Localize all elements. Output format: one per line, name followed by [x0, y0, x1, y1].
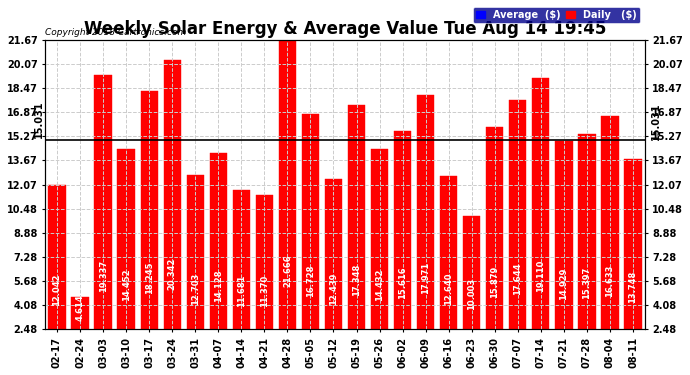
- Text: 16.633: 16.633: [606, 265, 615, 297]
- Text: Copyright 2018 Cartronics.com: Copyright 2018 Cartronics.com: [46, 28, 187, 37]
- Text: 14.452: 14.452: [121, 268, 130, 301]
- Bar: [325, 179, 342, 329]
- Text: 19.337: 19.337: [99, 260, 108, 292]
- Text: 17.644: 17.644: [513, 262, 522, 295]
- Bar: [371, 149, 388, 329]
- Bar: [440, 176, 457, 329]
- Title: Weekly Solar Energy & Average Value Tue Aug 14 19:45: Weekly Solar Energy & Average Value Tue …: [83, 20, 607, 38]
- Bar: [210, 153, 227, 329]
- Text: 13.748: 13.748: [629, 270, 638, 303]
- Legend: Average  ($), Daily   ($): Average ($), Daily ($): [473, 7, 640, 22]
- Text: 14.128: 14.128: [214, 269, 223, 302]
- Text: 17.971: 17.971: [421, 262, 430, 294]
- Bar: [348, 105, 365, 329]
- Bar: [509, 100, 526, 329]
- Bar: [164, 60, 181, 329]
- Text: 14.929: 14.929: [560, 268, 569, 300]
- Bar: [555, 141, 573, 329]
- Bar: [624, 159, 642, 329]
- Text: 15.031: 15.031: [651, 102, 660, 140]
- Bar: [186, 175, 204, 329]
- Text: 15.616: 15.616: [398, 266, 407, 299]
- Bar: [117, 148, 135, 329]
- Text: 15.397: 15.397: [582, 267, 591, 299]
- Text: 17.348: 17.348: [352, 263, 361, 296]
- Bar: [394, 131, 411, 329]
- Text: 16.728: 16.728: [306, 264, 315, 297]
- Bar: [302, 114, 319, 329]
- Text: 12.640: 12.640: [444, 272, 453, 305]
- Bar: [256, 195, 273, 329]
- Text: 18.245: 18.245: [145, 261, 154, 294]
- Text: 21.666: 21.666: [283, 255, 292, 287]
- Text: 11.681: 11.681: [237, 274, 246, 307]
- Bar: [95, 75, 112, 329]
- Bar: [578, 134, 595, 329]
- Text: 12.042: 12.042: [52, 273, 61, 306]
- Text: 10.003: 10.003: [467, 278, 476, 310]
- Text: 15.031: 15.031: [34, 100, 44, 138]
- Bar: [48, 185, 66, 329]
- Text: 11.370: 11.370: [260, 275, 269, 308]
- Text: 20.342: 20.342: [168, 257, 177, 290]
- Bar: [532, 78, 549, 329]
- Bar: [486, 127, 504, 329]
- Bar: [602, 116, 619, 329]
- Text: 12.703: 12.703: [190, 273, 199, 305]
- Bar: [141, 92, 158, 329]
- Text: 15.879: 15.879: [491, 266, 500, 298]
- Bar: [279, 40, 296, 329]
- Text: 19.110: 19.110: [536, 260, 545, 292]
- Text: 12.439: 12.439: [329, 273, 338, 305]
- Bar: [463, 216, 480, 329]
- Bar: [71, 297, 88, 329]
- Text: 14.432: 14.432: [375, 269, 384, 301]
- Bar: [233, 190, 250, 329]
- Text: 4.614: 4.614: [75, 294, 84, 321]
- Bar: [417, 96, 434, 329]
